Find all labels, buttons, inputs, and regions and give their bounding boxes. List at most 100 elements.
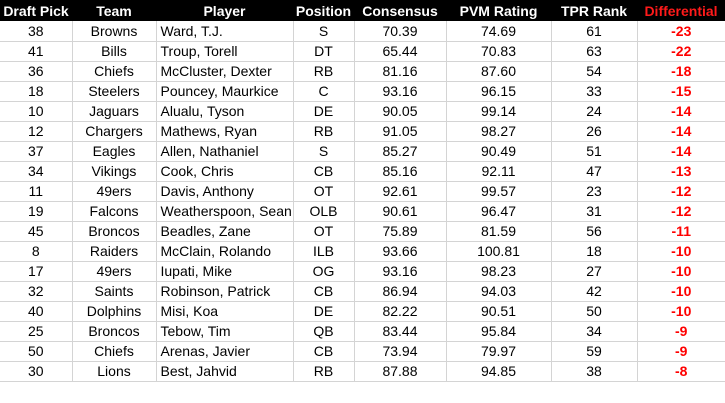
pvm-rating-cell: 81.59: [446, 221, 552, 242]
pvm-rating-cell: 98.27: [446, 121, 552, 142]
player-cell: Pouncey, Maurkice: [156, 81, 294, 102]
team-cell: Jaguars: [72, 101, 157, 122]
position-cell: ILB: [293, 241, 355, 262]
pvm-rating-cell: 99.57: [446, 181, 552, 202]
tpr-rank-cell: 63: [551, 41, 638, 62]
consensus-cell: 86.94: [354, 281, 447, 302]
team-cell: Vikings: [72, 161, 157, 182]
draft-pick-cell: 41: [0, 41, 73, 62]
pvm-rating-cell: 98.23: [446, 261, 552, 282]
consensus-cell: 93.16: [354, 81, 447, 102]
player-cell: Davis, Anthony: [156, 181, 294, 202]
header-pvm-rating: PVM Rating: [446, 0, 551, 21]
team-cell: Broncos: [72, 321, 157, 342]
player-cell: Alualu, Tyson: [156, 101, 294, 122]
tpr-rank-cell: 47: [551, 161, 638, 182]
consensus-cell: 90.61: [354, 201, 447, 222]
pvm-rating-cell: 96.15: [446, 81, 552, 102]
tpr-rank-cell: 56: [551, 221, 638, 242]
tpr-rank-cell: 51: [551, 141, 638, 162]
table-row: 10 Jaguars Alualu, Tyson DE 90.05 99.14 24 -14: [0, 101, 725, 122]
pvm-rating-cell: 90.49: [446, 141, 552, 162]
position-cell: CB: [293, 281, 355, 302]
consensus-cell: 85.16: [354, 161, 447, 182]
position-cell: OLB: [293, 201, 355, 222]
tpr-rank-cell: 26: [551, 121, 638, 142]
draft-pick-cell: 19: [0, 201, 73, 222]
table-row: 34 Vikings Cook, Chris CB 85.16 92.11 47 -13: [0, 161, 725, 182]
player-cell: Allen, Nathaniel: [156, 141, 294, 162]
team-cell: Saints: [72, 281, 157, 302]
differential-cell: -9: [637, 321, 725, 342]
consensus-cell: 92.61: [354, 181, 447, 202]
position-cell: RB: [293, 61, 355, 82]
draft-pick-cell: 45: [0, 221, 73, 242]
differential-cell: -10: [637, 241, 725, 262]
header-differential: Differential: [637, 0, 725, 21]
tpr-rank-cell: 38: [551, 361, 638, 382]
differential-cell: -12: [637, 181, 725, 202]
draft-pick-cell: 30: [0, 361, 73, 382]
differential-cell: -22: [637, 41, 725, 62]
table-row: 32 Saints Robinson, Patrick CB 86.94 94.03 42-…: [0, 281, 725, 302]
draft-pick-cell: 8: [0, 241, 73, 262]
position-cell: DE: [293, 101, 355, 122]
draft-pick-cell: 37: [0, 141, 73, 162]
header-tpr-rank: TPR Rank: [551, 0, 637, 21]
position-cell: DT: [293, 41, 355, 62]
draft-pick-cell: 25: [0, 321, 73, 342]
tpr-rank-cell: 61: [551, 21, 638, 42]
table-row: 41 Bills Troup, Torell DT 65.44 70.83 63 -22: [0, 41, 725, 62]
draft-pick-cell: 36: [0, 61, 73, 82]
team-cell: Raiders: [72, 241, 157, 262]
differential-cell: -9: [637, 341, 725, 362]
differential-cell: -10: [637, 301, 725, 322]
consensus-cell: 91.05: [354, 121, 447, 142]
tpr-rank-cell: 18: [551, 241, 638, 262]
player-cell: Robinson, Patrick: [156, 281, 294, 302]
header-team: Team: [72, 0, 156, 21]
draft-pick-cell: 38: [0, 21, 73, 42]
position-cell: CB: [293, 161, 355, 182]
table-row: 45 Broncos Beadles, Zane OT 75.89 81.59 56 -11: [0, 221, 725, 242]
pvm-rating-cell: 90.51: [446, 301, 552, 322]
position-cell: CB: [293, 341, 355, 362]
draft-pick-cell: 18: [0, 81, 73, 102]
consensus-cell: 81.16: [354, 61, 447, 82]
pvm-rating-cell: 95.84: [446, 321, 552, 342]
draft-pick-cell: 40: [0, 301, 73, 322]
draft-pick-cell: 12: [0, 121, 73, 142]
differential-cell: -12: [637, 201, 725, 222]
pvm-rating-cell: 74.69: [446, 21, 552, 42]
table-row: 17 49ers Iupati, Mike OG 93.16 98.23 27 -10: [0, 261, 725, 282]
table-body: 38 Browns Ward, T.J. S 70.39 74.69 61 -23 41 Bill…: [0, 21, 725, 382]
pvm-rating-cell: 79.97: [446, 341, 552, 362]
player-cell: Cook, Chris: [156, 161, 294, 182]
table-row: 8 Raiders McClain, Rolando ILB 93.66 100.81 18…: [0, 241, 725, 262]
tpr-rank-cell: 50: [551, 301, 638, 322]
team-cell: Chiefs: [72, 341, 157, 362]
tpr-rank-cell: 59: [551, 341, 638, 362]
position-cell: RB: [293, 121, 355, 142]
differential-cell: -10: [637, 261, 725, 282]
team-cell: Eagles: [72, 141, 157, 162]
draft-pick-cell: 17: [0, 261, 73, 282]
consensus-cell: 65.44: [354, 41, 447, 62]
team-cell: Chiefs: [72, 61, 157, 82]
table-row: 18 Steelers Pouncey, Maurkice C 93.16 96.15 33…: [0, 81, 725, 102]
player-cell: Arenas, Javier: [156, 341, 294, 362]
table-row: 19 Falcons Weatherspoon, Sean OLB 90.61 96.47…: [0, 201, 725, 222]
header-consensus: Consensus: [354, 0, 446, 21]
tpr-rank-cell: 54: [551, 61, 638, 82]
draft-pick-cell: 11: [0, 181, 73, 202]
team-cell: Browns: [72, 21, 157, 42]
differential-cell: -10: [637, 281, 725, 302]
table-row: 50 Chiefs Arenas, Javier CB 73.94 79.97 59 -9: [0, 341, 725, 362]
table-row: 40 Dolphins Misi, Koa DE 82.22 90.51 50 -10: [0, 301, 725, 322]
player-cell: Tebow, Tim: [156, 321, 294, 342]
draft-differential-table: Draft Pick Team Player Position Consensu…: [0, 0, 725, 382]
table-row: 37 Eagles Allen, Nathaniel S 85.27 90.49 51 -14: [0, 141, 725, 162]
differential-cell: -15: [637, 81, 725, 102]
consensus-cell: 93.66: [354, 241, 447, 262]
position-cell: C: [293, 81, 355, 102]
